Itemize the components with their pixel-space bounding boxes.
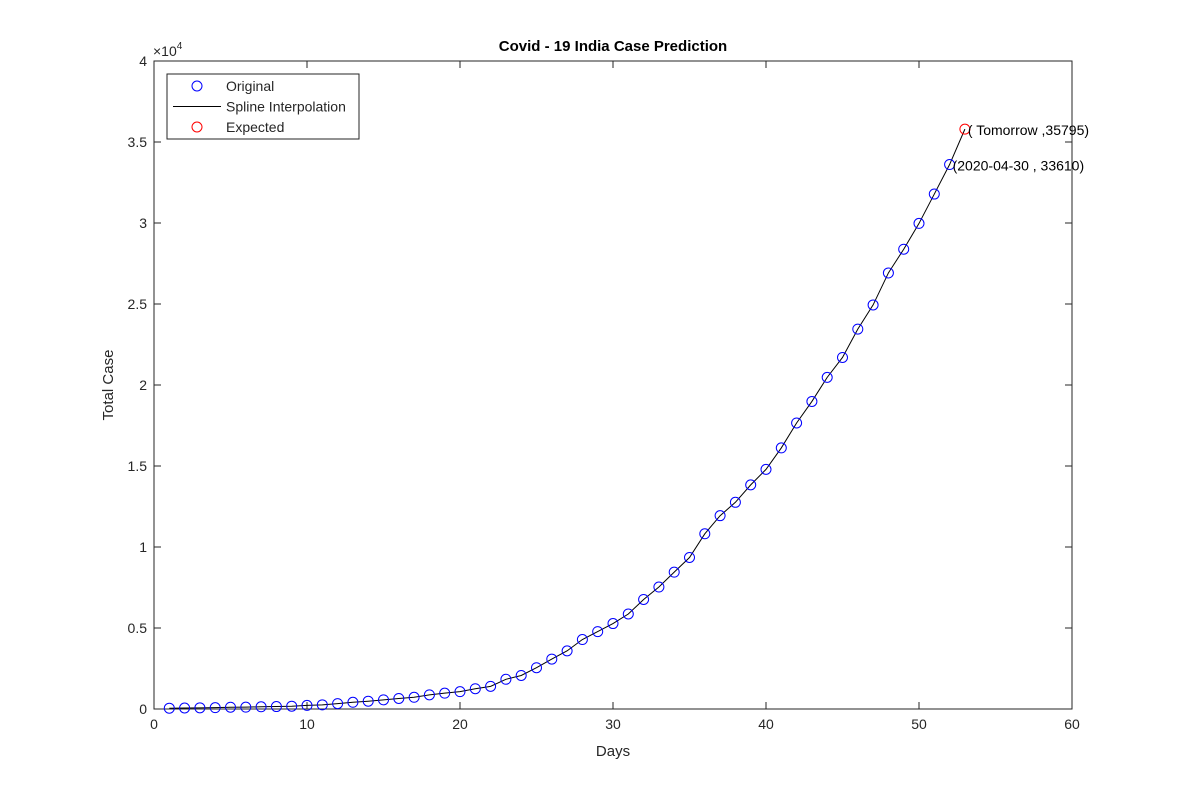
original-point: [944, 159, 956, 171]
x-tick-label: 20: [452, 716, 468, 732]
original-point: [882, 267, 894, 279]
y-tick-label: 2.5: [128, 296, 148, 312]
original-point: [255, 701, 267, 713]
original-point: [378, 694, 389, 706]
y-tick-label: 4: [139, 53, 147, 69]
original-point: [393, 692, 405, 704]
point-annotation: (2020-04-30 , 33610): [953, 158, 1085, 174]
legend-label: Expected: [226, 119, 284, 135]
y-tick-label: 2: [139, 377, 147, 393]
legend-label: Original: [226, 78, 274, 94]
original-point: [622, 608, 634, 620]
original-point: [638, 593, 650, 605]
original-point: [837, 351, 848, 363]
original-point: [561, 645, 573, 657]
original-point: [286, 700, 298, 712]
original-point: [714, 510, 726, 522]
y-tick-label: 0.5: [128, 620, 148, 636]
y-tick-label: 0: [139, 701, 147, 717]
y-axis-label: Total Case: [100, 350, 117, 421]
x-tick-label: 50: [911, 716, 927, 732]
original-point: [576, 634, 588, 646]
original-point: [653, 581, 665, 593]
legend-marker: [191, 80, 203, 92]
original-point: [515, 669, 527, 681]
y-tick-label: 1.5: [128, 458, 148, 474]
original-point: [423, 689, 435, 701]
original-point: [821, 371, 833, 383]
original-point: [209, 702, 221, 714]
y-exponent-label: ×104: [153, 41, 183, 59]
expected-point: [959, 123, 971, 135]
x-tick-label: 0: [150, 716, 158, 732]
original-point: [852, 323, 864, 335]
legend-marker: [191, 121, 203, 133]
original-point: [500, 673, 512, 685]
y-exponent-base: ×10: [153, 43, 177, 59]
x-tick-label: 30: [605, 716, 621, 732]
y-exponent-power: 4: [177, 41, 183, 52]
original-point: [362, 695, 374, 707]
original-point: [485, 680, 497, 692]
point-annotation: ( Tomorrow ,35795): [968, 122, 1089, 138]
original-point: [163, 702, 175, 714]
original-point: [454, 686, 466, 698]
x-tick-label: 60: [1064, 716, 1080, 732]
y-tick-label: 3: [139, 215, 147, 231]
original-point: [546, 653, 558, 665]
annotations-layer: ( Tomorrow ,35795) (2020-04-30 , 33610): [953, 122, 1089, 173]
legend: Original Spline Interpolation Expected: [166, 73, 360, 140]
original-point: [240, 701, 252, 713]
original-point: [745, 479, 757, 491]
y-tick-label: 1: [139, 539, 147, 555]
original-point: [791, 417, 803, 429]
x-axis-label: Days: [596, 743, 630, 760]
original-point: [684, 551, 695, 563]
original-point: [607, 618, 619, 630]
x-tick-label: 40: [758, 716, 774, 732]
original-point: [668, 566, 680, 578]
original-point: [531, 662, 542, 674]
axes-box: [153, 60, 1073, 710]
y-tick-label: 3.5: [128, 134, 148, 150]
original-point: [439, 687, 451, 699]
original-point: [928, 188, 940, 200]
original-point: [867, 299, 879, 311]
original-point: [592, 626, 604, 638]
axes: 0 10 20 30 40 50 60 0 0.5 1 1.5 2 2.5 3 3.5 4: [128, 53, 1080, 732]
chart-title: Covid - 19 India Case Prediction: [499, 38, 727, 55]
plot-area: [154, 61, 1072, 709]
original-point: [469, 683, 481, 695]
original-point: [332, 698, 344, 710]
original-point: [898, 243, 910, 255]
original-point: [913, 217, 925, 229]
legend-label: Spline Interpolation: [226, 99, 346, 115]
original-point: [316, 699, 328, 711]
original-point: [194, 702, 206, 714]
original-point: [760, 463, 772, 475]
original-point: [408, 691, 420, 703]
original-point: [347, 696, 359, 708]
original-point: [301, 699, 313, 711]
original-point: [729, 496, 741, 508]
original-point: [775, 442, 787, 454]
x-tick-label: 10: [299, 716, 315, 732]
original-point: [225, 701, 236, 713]
series-layer: [163, 123, 971, 714]
original-point: [806, 395, 818, 407]
original-point: [699, 528, 711, 540]
original-point: [270, 701, 282, 713]
original-point: [179, 702, 191, 714]
